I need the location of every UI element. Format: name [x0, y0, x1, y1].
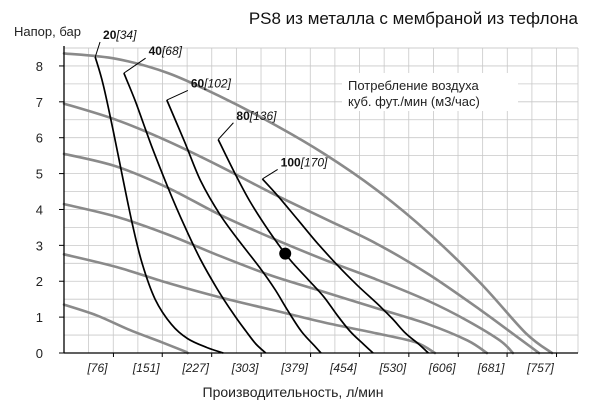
performance-curve [62, 52, 554, 355]
air-consumption-curve [261, 178, 429, 354]
operating-point-marker [279, 247, 292, 260]
y-tick-label: 2 [36, 274, 43, 289]
x-tick-label: [227] [181, 361, 209, 375]
x-tick-label: [530] [378, 361, 406, 375]
air-curve-label-metric: [136] [249, 109, 277, 123]
tick-labels: 0 1 2 3 4 5 6 7 8 [76] [151] [227] [303] [379] [454] [5… [36, 59, 555, 375]
air-curve-leader-line [217, 122, 234, 140]
y-tick-label: 5 [36, 167, 43, 182]
air-curve-labels: 20[34] 40[68] 60[102] 80[136] 100[170] [94, 28, 328, 180]
air-consumption-curve [123, 72, 267, 354]
air-curve-label-metric: [68] [161, 44, 183, 58]
x-tick-label: [454] [329, 361, 357, 375]
performance-curve [62, 303, 189, 355]
y-tick-label: 6 [36, 131, 43, 146]
legend-text-line-2: куб. фут./мин (м3/час) [348, 94, 480, 109]
air-curve-label: 60[102] [191, 76, 232, 90]
y-tick-label: 0 [36, 346, 43, 361]
x-tick-label: [681] [477, 361, 505, 375]
air-curve-label-metric: [34] [115, 28, 137, 42]
air-consumption-curves [94, 56, 429, 354]
air-consumption-curve [166, 99, 322, 354]
performance-curve [62, 152, 515, 355]
x-tick-label: [757] [526, 361, 554, 375]
legend-box [342, 73, 518, 111]
air-consumption-curve [94, 56, 224, 354]
air-curve-label: 80[136] [236, 109, 277, 123]
air-curve-label-metric: [102] [203, 76, 231, 90]
y-tick-label: 7 [36, 95, 43, 110]
y-tick-label: 3 [36, 238, 43, 253]
air-curve-label-value: 80 [236, 109, 250, 123]
x-tick-label: [606] [428, 361, 456, 375]
performance-curve [62, 102, 541, 355]
chart-title: PS8 из металла с мембраной из тефлона [249, 9, 579, 28]
air-curve-label: 20[34] [103, 28, 137, 42]
air-curve-label-value: 40 [149, 44, 163, 58]
air-curve-label: 100[170] [281, 155, 328, 169]
air-curve-label: 40[68] [149, 44, 183, 58]
grid [63, 47, 579, 354]
performance-curves [62, 52, 554, 355]
x-tick-label: [151] [132, 361, 160, 375]
y-tick-label: 8 [36, 59, 43, 74]
air-consumption-curve [217, 139, 374, 354]
performance-curve [62, 202, 489, 355]
air-curve-leader-line [123, 57, 146, 74]
x-axis-label: Производительность, л/мин [203, 384, 384, 400]
air-curve-label-value: 100 [281, 155, 301, 169]
y-tick-label: 4 [36, 202, 43, 217]
x-tick-label: [379] [280, 361, 308, 375]
air-curve-leader-line [166, 90, 189, 101]
air-curve-leader-line [94, 41, 101, 58]
performance-curve [62, 253, 437, 355]
operating-point-layer [279, 247, 292, 260]
y-tick-label: 1 [36, 310, 43, 325]
x-tick-label: [76] [86, 361, 108, 375]
legend-text-line-1: Потребление воздуха [348, 78, 479, 93]
air-curve-leader-line [262, 168, 278, 180]
y-axis-label: Напор, бар [14, 24, 81, 39]
x-tick-label: [303] [231, 361, 259, 375]
air-curve-label-value: 60 [191, 76, 205, 90]
air-curve-label-metric: [170] [300, 155, 328, 169]
air-curve-label-value: 20 [103, 28, 117, 42]
